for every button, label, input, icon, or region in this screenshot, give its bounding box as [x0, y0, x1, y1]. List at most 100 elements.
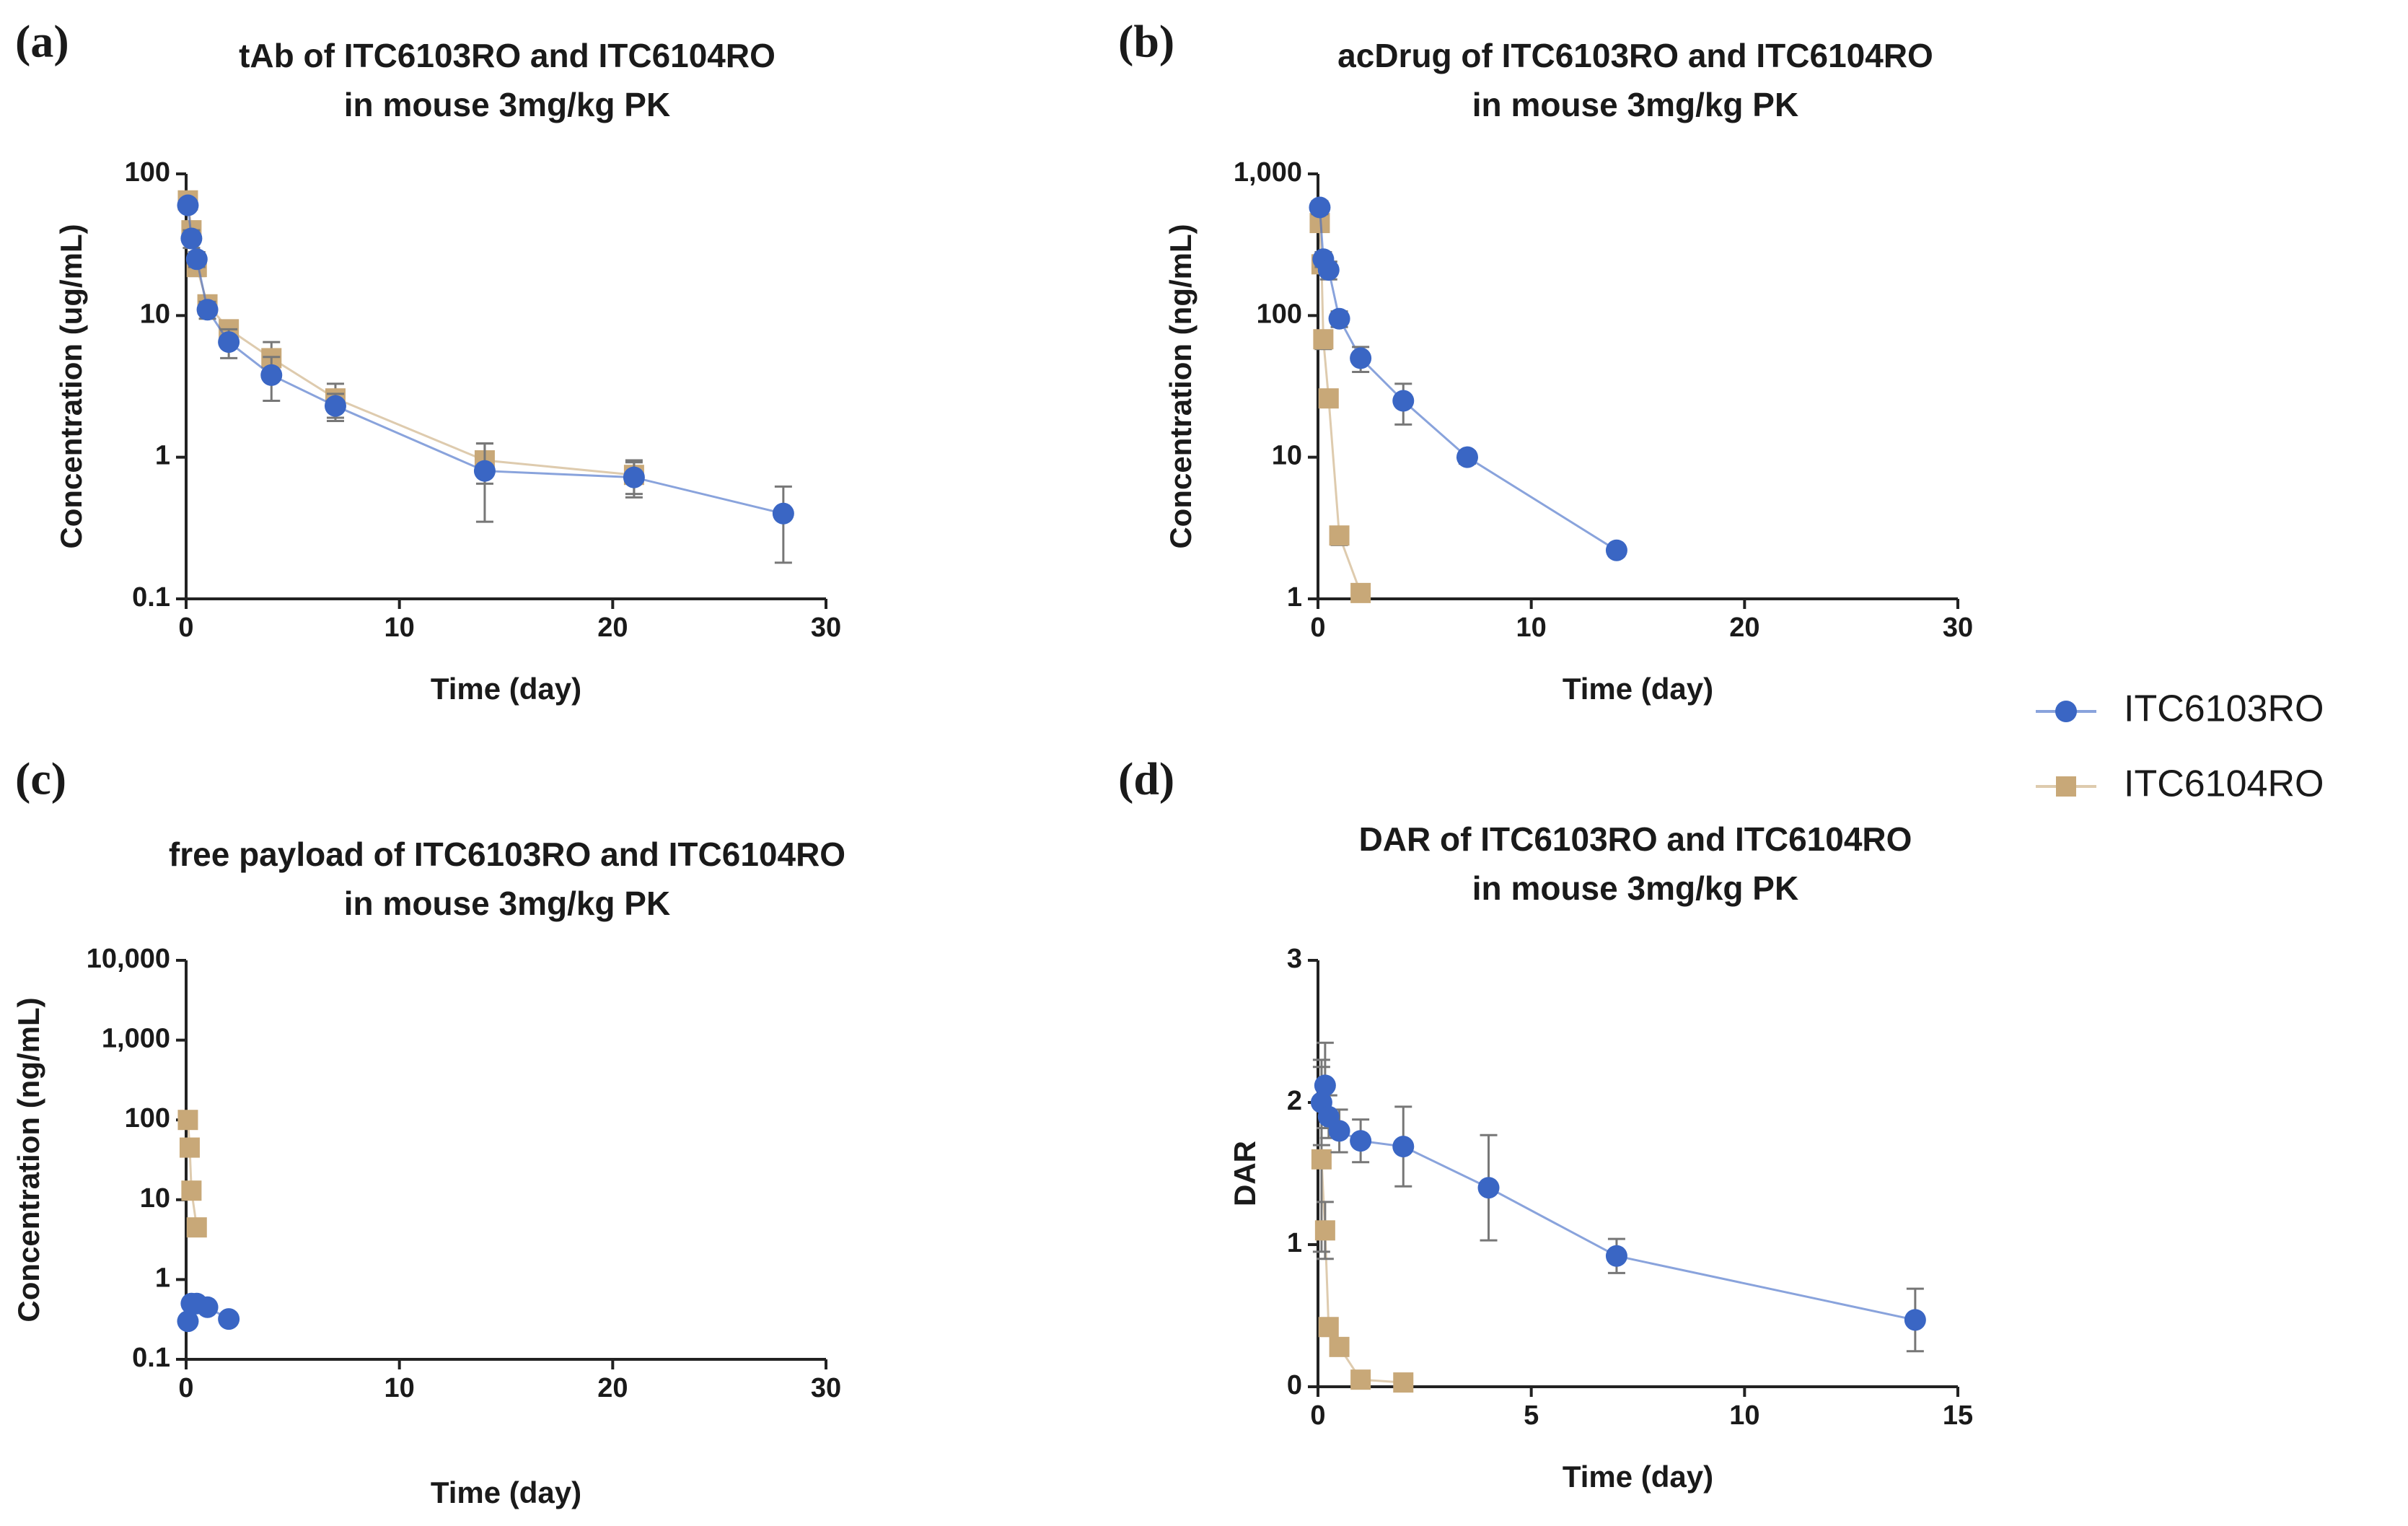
data-point	[1309, 196, 1331, 219]
data-point	[196, 299, 219, 321]
chart-title: acDrug of ITC6103RO and ITC6104RO	[1337, 37, 1933, 74]
y-tick-label: 1,000	[1234, 157, 1302, 188]
legend-label: ITC6104RO	[2124, 763, 2324, 805]
x-tick-label: 30	[1943, 613, 1973, 643]
data-point	[1350, 1130, 1372, 1152]
panel-label: (a)	[15, 16, 69, 67]
data-point	[1314, 1220, 1335, 1241]
data-point	[218, 331, 240, 354]
data-point	[772, 502, 794, 525]
series-line	[186, 1120, 198, 1228]
error-bar	[774, 485, 792, 564]
y-tick-label: 10	[140, 299, 170, 329]
data-point	[1328, 1120, 1350, 1142]
chart-title: tAb of ITC6103RO and ITC6104RO	[239, 37, 775, 74]
y-tick-label: 3	[1287, 944, 1302, 974]
y-tick-label: 100	[125, 157, 170, 188]
data-point	[1477, 1177, 1500, 1199]
chart-title: in mouse 3mg/kg PK	[344, 885, 670, 922]
x-tick-label: 0	[178, 613, 193, 643]
data-point	[1313, 329, 1334, 350]
x-axis-label: Time (day)	[1563, 1460, 1713, 1494]
data-point	[186, 1217, 207, 1238]
y-tick-label: 0.1	[132, 1343, 170, 1373]
data-point	[177, 194, 199, 216]
chart-title: in mouse 3mg/kg PK	[344, 86, 670, 123]
x-tick-label: 0	[1310, 1400, 1325, 1431]
y-tick-label: 10,000	[87, 944, 170, 974]
data-point	[218, 1308, 240, 1330]
legend-label: ITC6103RO	[2124, 688, 2324, 730]
series-line	[1318, 207, 1617, 552]
x-tick-label: 0	[1310, 613, 1325, 643]
legend-marker	[2056, 776, 2076, 797]
error-bar	[475, 442, 493, 523]
panel-label: (c)	[15, 753, 66, 804]
y-tick-label: 1	[1287, 582, 1302, 613]
data-point	[1904, 1309, 1926, 1331]
data-point	[1456, 446, 1478, 468]
data-point	[1317, 259, 1340, 281]
series-line	[186, 200, 635, 476]
data-point	[473, 460, 496, 482]
y-tick-label: 10	[1272, 441, 1302, 471]
panel-label: (d)	[1118, 753, 1174, 804]
data-point	[1392, 390, 1415, 412]
chart-title: in mouse 3mg/kg PK	[1472, 86, 1798, 123]
y-axis-label: Concentration (ng/mL)	[12, 997, 45, 1322]
data-point	[181, 1180, 202, 1201]
y-tick-label: 0.1	[132, 582, 170, 613]
y-tick-label: 1	[155, 441, 170, 471]
x-tick-label: 10	[385, 613, 415, 643]
data-point	[185, 248, 208, 271]
data-point	[177, 1110, 198, 1131]
data-point	[1329, 525, 1350, 546]
data-point	[196, 1296, 219, 1318]
panel-label: (b)	[1118, 16, 1174, 67]
x-tick-label: 30	[811, 613, 841, 643]
data-point	[1318, 1317, 1339, 1338]
x-axis-label: Time (day)	[1563, 672, 1713, 706]
data-point	[623, 466, 645, 488]
y-tick-label: 10	[140, 1183, 170, 1214]
x-tick-label: 30	[811, 1373, 841, 1403]
y-axis-label: Concentration (ug/mL)	[54, 224, 88, 548]
x-axis-label: Time (day)	[431, 1475, 581, 1509]
data-point	[1605, 1245, 1627, 1267]
x-tick-label: 20	[597, 613, 628, 643]
y-axis-label: Concentration (ng/mL)	[1164, 224, 1198, 548]
data-point	[177, 1310, 199, 1333]
data-point	[1314, 1074, 1336, 1097]
x-tick-label: 5	[1524, 1400, 1539, 1431]
data-point	[179, 1137, 200, 1158]
y-tick-label: 1,000	[102, 1024, 170, 1054]
data-point	[1328, 307, 1350, 330]
legend-marker	[2055, 701, 2077, 722]
y-tick-label: 1	[155, 1263, 170, 1293]
data-point	[1605, 539, 1627, 561]
data-point	[1350, 347, 1372, 369]
data-point	[1311, 1149, 1332, 1170]
data-point	[260, 364, 283, 386]
x-tick-label: 10	[385, 1373, 415, 1403]
x-tick-label: 10	[1516, 613, 1547, 643]
data-point	[1392, 1136, 1415, 1158]
x-axis-label: Time (day)	[431, 672, 581, 706]
data-point	[180, 227, 203, 250]
chart-title: free payload of ITC6103RO and ITC6104RO	[169, 836, 845, 873]
x-tick-label: 10	[1729, 1400, 1759, 1431]
data-point	[1329, 1336, 1350, 1357]
series-line	[1320, 1085, 1916, 1321]
y-tick-label: 2	[1287, 1086, 1302, 1116]
y-tick-label: 1	[1287, 1228, 1302, 1258]
x-tick-label: 0	[178, 1373, 193, 1403]
y-tick-label: 100	[1257, 299, 1302, 329]
data-point	[324, 395, 346, 417]
data-point	[1393, 1372, 1414, 1393]
data-point	[1350, 1369, 1371, 1390]
x-tick-label: 20	[597, 1373, 628, 1403]
chart-title: DAR of ITC6103RO and ITC6104RO	[1359, 820, 1912, 858]
data-point	[1350, 582, 1371, 603]
x-tick-label: 15	[1943, 1400, 1973, 1431]
